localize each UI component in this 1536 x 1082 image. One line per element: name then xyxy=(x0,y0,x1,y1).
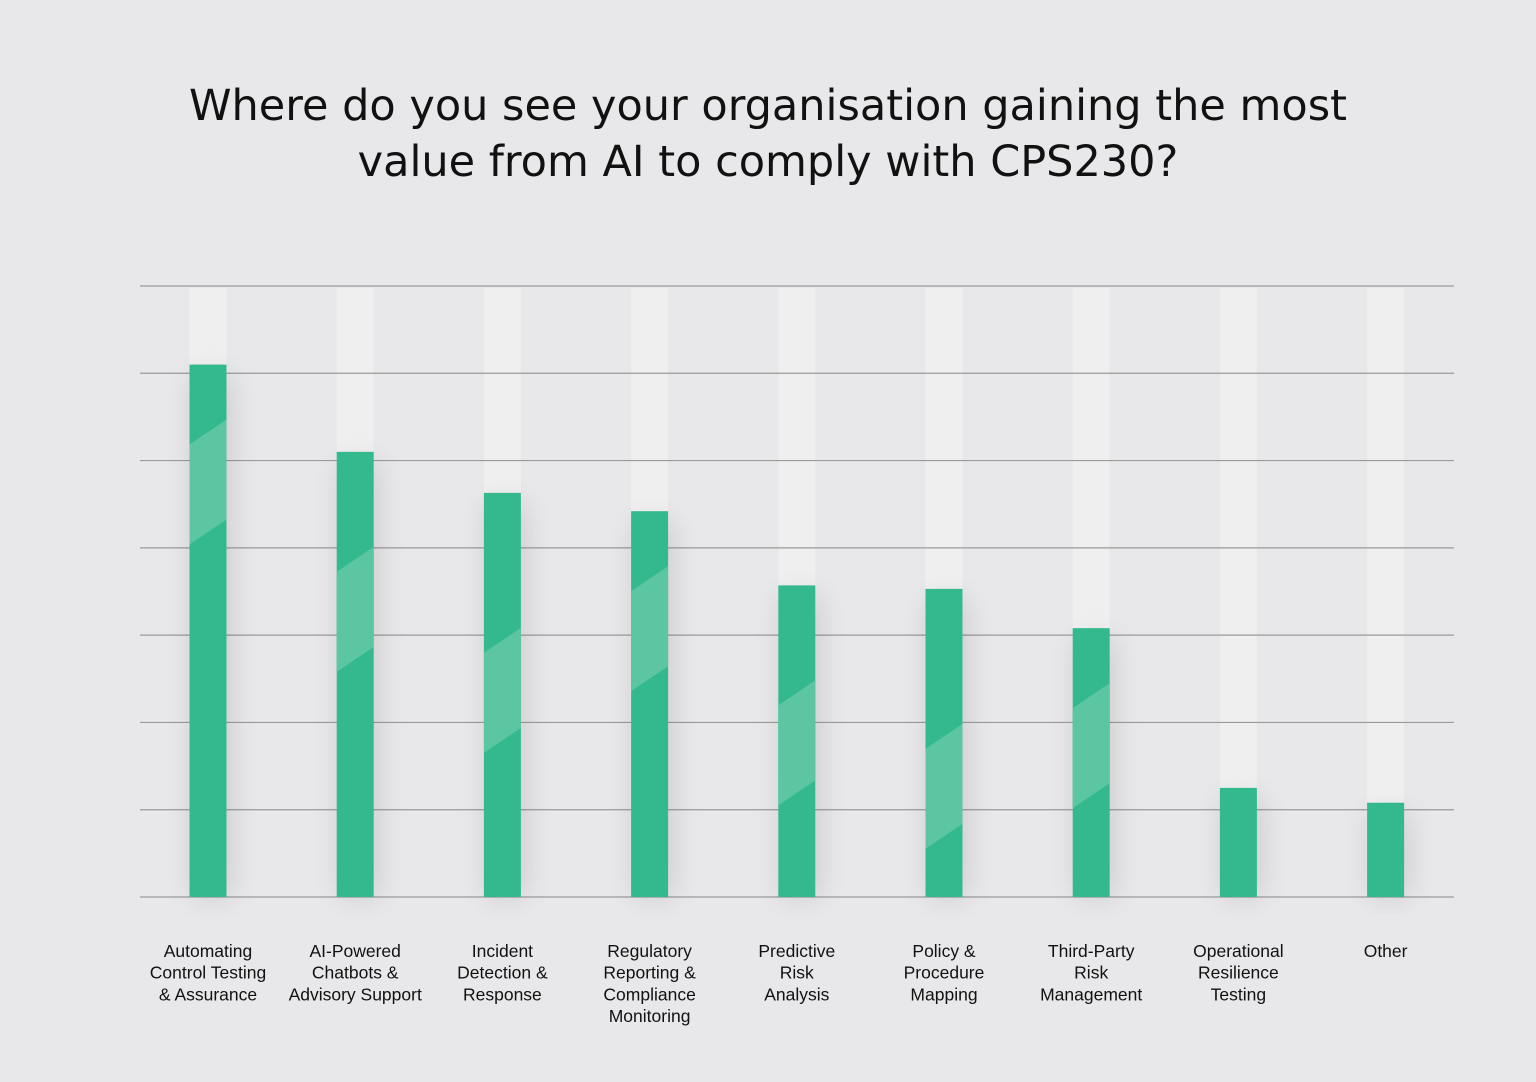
bar xyxy=(1219,787,1257,897)
x-tick-label: Other xyxy=(1364,941,1408,961)
x-tick-label-line: Detection & xyxy=(457,963,548,983)
x-tick-label-line: Procedure xyxy=(904,963,985,983)
bar xyxy=(1367,802,1405,897)
x-tick-label-line: AI-Powered xyxy=(309,941,400,961)
x-tick-label: Incident Detection & Response xyxy=(457,941,548,1004)
x-tick-label-line: Regulatory xyxy=(607,941,692,961)
x-tick-label-line: Chatbots & xyxy=(312,963,399,983)
x-tick-label: Regulatory Reporting & Compliance Monitorin… xyxy=(603,941,696,1026)
x-tick-label: Automating Control Testing & Assurance xyxy=(150,941,266,1004)
x-tick-label-line: Testing xyxy=(1211,984,1266,1004)
chart-title: Where do you see your organisation gaini… xyxy=(0,78,1536,190)
x-tick-label-line: Risk xyxy=(780,963,814,983)
x-tick-label-line: Monitoring xyxy=(609,1006,691,1026)
x-tick-label-line: Risk xyxy=(1074,963,1108,983)
x-tick-label-line: Predictive xyxy=(758,941,835,961)
x-tick-label-line: Policy & xyxy=(912,941,976,961)
bar-stripe xyxy=(925,723,963,849)
x-tick-label: AI-Powered Chatbots & Advisory Support xyxy=(289,941,422,1004)
bar-track xyxy=(1367,288,1405,897)
x-tick-label: Predictive Risk Analysis xyxy=(758,941,835,1004)
bar xyxy=(631,511,669,897)
x-tick-label-line: Automating xyxy=(164,941,253,961)
x-tick-label-line: Incident xyxy=(472,941,533,961)
bar-stripe xyxy=(778,680,816,806)
x-tick-label: Third-Party Risk Management xyxy=(1040,941,1142,1004)
x-tick-label-line: Resilience xyxy=(1198,963,1279,983)
x-tick-label-line: Analysis xyxy=(764,984,829,1004)
bar xyxy=(336,451,374,897)
x-tick-label-line: Compliance xyxy=(603,984,695,1004)
x-tick-label-line: Reporting & xyxy=(603,963,696,983)
x-tick-label-line: Advisory Support xyxy=(289,984,422,1004)
bar-stripe xyxy=(336,546,374,672)
x-tick-label: Operational Resilience Testing xyxy=(1193,941,1283,1004)
x-tick-label-line: Mapping xyxy=(910,984,977,1004)
bar-stripe xyxy=(631,566,669,692)
bar-stripe xyxy=(483,627,521,753)
x-tick-label-line: Management xyxy=(1040,984,1142,1004)
x-tick-label-line: Response xyxy=(463,984,542,1004)
chart-title-line-2: value from AI to comply with CPS230? xyxy=(357,137,1179,187)
x-tick-label-line: Control Testing xyxy=(150,963,266,983)
bar-stripe xyxy=(1072,683,1110,809)
x-tick-label-line: Other xyxy=(1364,941,1408,961)
x-tick-label: Policy & Procedure Mapping xyxy=(904,941,985,1004)
x-tick-label-line: Operational xyxy=(1193,941,1283,961)
chart-title-line-1: Where do you see your organisation gaini… xyxy=(189,81,1347,131)
bar-stripe xyxy=(189,419,227,545)
x-tick-label-line: Third-Party xyxy=(1048,941,1135,961)
x-tick-label-line: & Assurance xyxy=(159,984,257,1004)
